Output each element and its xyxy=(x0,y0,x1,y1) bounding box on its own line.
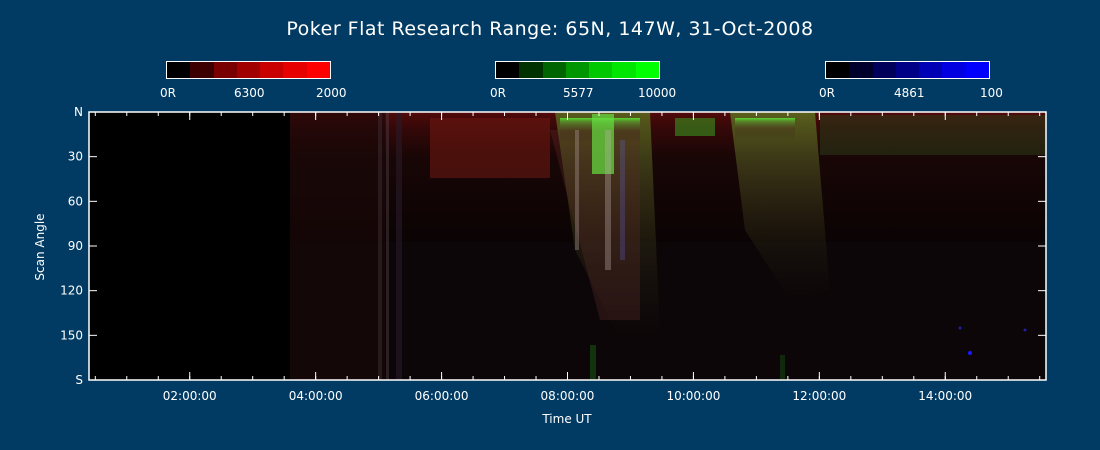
colorbar-6300-segment-5 xyxy=(283,62,307,78)
arc-reddish-0800 xyxy=(550,130,640,320)
green-peak-0800 xyxy=(592,114,614,174)
chart-title: Poker Flat Research Range: 65N, 147W, 31… xyxy=(286,18,814,40)
colorbar-4861-mid-label: 4861 xyxy=(894,86,925,100)
colorbar-5577-segment-5 xyxy=(612,62,636,78)
colorbar-5577-segment-3 xyxy=(565,62,590,78)
colorbar-4861 xyxy=(825,61,990,79)
colorbar-6300-max-label: 2000 xyxy=(316,86,347,100)
colorbar-4861-segment-4 xyxy=(919,62,943,78)
x-tick-label: 02:00:00 xyxy=(163,389,217,403)
streak-0500-c xyxy=(396,112,402,380)
colorbar-4861-min-label: 0R xyxy=(819,86,835,100)
colorbar-4861-max-label: 100 xyxy=(980,86,1003,100)
colorbar-6300-segment-2 xyxy=(213,62,237,78)
arc-curtain-0800 xyxy=(555,112,660,340)
colorbar-4861-segment-5 xyxy=(942,62,966,78)
colorbar-6300-segment-3 xyxy=(236,62,261,78)
x-axis: 02:00:00 04:00:00 06:00:00 08:00:00 10:00:00… xyxy=(94,112,1041,403)
green-speck-bottom-a xyxy=(590,345,596,380)
red-region-0600 xyxy=(430,118,550,178)
y-axis: N 30 60 90 120 150 S xyxy=(60,105,1046,387)
x-tick-label: 04:00:00 xyxy=(289,389,343,403)
y-tick-label: 60 xyxy=(68,194,83,208)
colorbar-5577-segment-2 xyxy=(542,62,566,78)
colorbar-5577-segment-6 xyxy=(635,62,659,78)
x-tick-label: 14:00:00 xyxy=(918,389,972,403)
colorbar-5577-segment-0 xyxy=(496,62,520,78)
colorbar-4861-segment-2 xyxy=(872,62,896,78)
y-tick-label: 90 xyxy=(68,239,83,253)
y-tick-label: 120 xyxy=(60,284,83,298)
dim-strip-left xyxy=(290,112,385,380)
y-tick-label: 30 xyxy=(68,150,83,164)
streak-0800-b xyxy=(605,130,611,270)
late-glow xyxy=(820,115,1046,155)
streak-0500-b xyxy=(386,112,389,380)
x-tick-label: 10:00:00 xyxy=(666,389,720,403)
streak-0800-c xyxy=(620,140,625,260)
blue-dot-a xyxy=(968,351,972,355)
colorbar-4861-segment-6 xyxy=(965,62,989,78)
colorbar-6300 xyxy=(166,61,331,79)
streak-0500-a xyxy=(378,112,382,380)
x-tick-label: 06:00:00 xyxy=(415,389,469,403)
x-tick-label: 08:00:00 xyxy=(541,389,595,403)
blue-dot-b xyxy=(958,326,962,330)
green-arc-1040 xyxy=(675,118,715,136)
streak-0800-a xyxy=(575,130,579,250)
arc-curtain-1130 xyxy=(730,112,830,300)
colorbar-5577-max-label: 10000 xyxy=(638,86,677,100)
heatmap-features xyxy=(290,112,1046,380)
colorbar-5577-segment-4 xyxy=(589,62,613,78)
colorbar-6300-segment-4 xyxy=(260,62,284,78)
y-tick-label: S xyxy=(75,373,83,387)
blue-dot-c xyxy=(1023,328,1027,332)
colorbar-6300-min-label: 0R xyxy=(160,86,176,100)
colorbar-5577-segment-1 xyxy=(519,62,543,78)
x-tick-label: 12:00:00 xyxy=(792,389,846,403)
y-tick-label: N xyxy=(74,105,83,119)
colorbar-4861-segment-0 xyxy=(826,62,850,78)
colorbar-6300-mid-label: 6300 xyxy=(234,86,265,100)
colorbar-6300-segment-0 xyxy=(167,62,191,78)
colorbar-5577-mid-label: 5577 xyxy=(563,86,594,100)
colorbar-6300-segment-1 xyxy=(190,62,214,78)
y-tick-label: 150 xyxy=(60,328,83,342)
x-axis-label: Time UT xyxy=(541,412,592,426)
green-arc-1130 xyxy=(735,118,795,140)
colorbar-6300-segment-6 xyxy=(306,62,330,78)
colorbar-5577 xyxy=(495,61,660,79)
colorbar-4861-segment-1 xyxy=(849,62,873,78)
green-speck-bottom-b xyxy=(780,355,785,380)
colorbar-5577-min-label: 0R xyxy=(490,86,506,100)
colorbar-4861-segment-3 xyxy=(895,62,920,78)
